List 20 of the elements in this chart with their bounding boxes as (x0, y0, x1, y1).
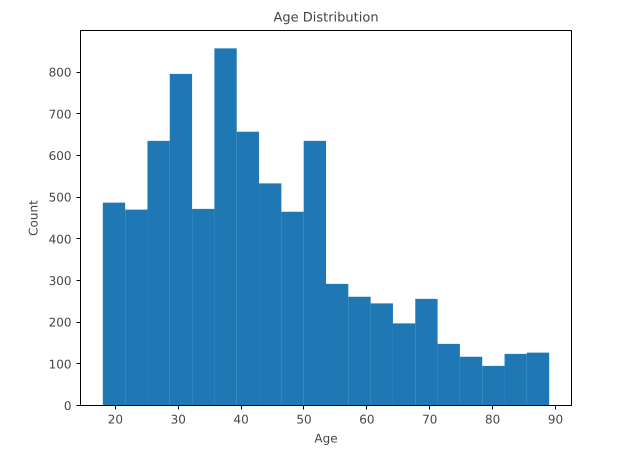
x-tick-label: 40 (233, 412, 249, 426)
y-tick-label: 800 (48, 66, 72, 80)
x-tick-label: 20 (108, 412, 124, 426)
y-tick-label: 500 (48, 190, 72, 205)
y-tick-label: 700 (48, 107, 72, 122)
x-axis-title: Age (314, 432, 338, 446)
y-tick-label: 600 (48, 149, 72, 163)
x-tick-label: 80 (484, 412, 500, 426)
chart-title: Age Distribution (273, 10, 379, 26)
y-tick-label: 300 (48, 274, 72, 288)
y-tick-label: 400 (48, 232, 72, 246)
x-tick-label: 60 (359, 412, 375, 426)
y-tick-label: 0 (64, 399, 72, 413)
x-tick-label: 70 (422, 412, 438, 426)
y-tick-label: 200 (48, 316, 72, 330)
y-axis-title: Count (26, 200, 41, 236)
y-tick-label: 100 (48, 357, 72, 372)
x-tick-label: 90 (548, 412, 564, 426)
x-tick-label: 50 (296, 412, 312, 426)
x-tick-label: 30 (170, 412, 186, 426)
